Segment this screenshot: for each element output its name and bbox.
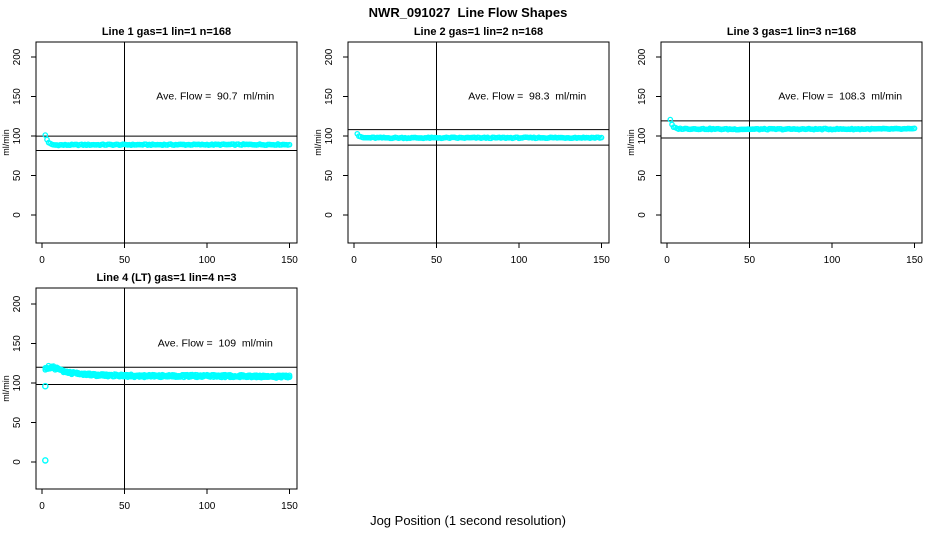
y-axis-label: ml/min	[1, 129, 11, 156]
data-points	[667, 116, 918, 133]
panel-box	[347, 41, 610, 244]
panel: 0 50 100 150 0 50 100 150 200 ml/min Line 2 gas=1 …	[313, 26, 610, 266]
avg-flow-annotation: Ave. Flow = 90.7 ml/min	[156, 91, 274, 103]
panel-title: Line 3 gas=1 lin=3 n=168	[727, 26, 856, 38]
panel-box	[35, 287, 298, 490]
y-tick-label: 200	[637, 48, 648, 65]
data-point	[911, 125, 918, 132]
y-axis-label: ml/min	[626, 129, 636, 156]
x-tick-label: 0	[39, 501, 45, 512]
y-tick-label: 0	[12, 459, 23, 465]
avg-flow-annotation: Ave. Flow = 109 ml/min	[158, 338, 273, 350]
y-tick-label: 200	[12, 48, 23, 65]
panel: 0 50 100 150 0 50 100 150 200 ml/min Line 4 (LT) g…	[1, 272, 298, 512]
avg-flow-annotation: Ave. Flow = 98.3 ml/min	[468, 91, 586, 103]
y-axis-label: ml/min	[313, 129, 323, 156]
x-axis-label: Jog Position (1 second resolution)	[370, 513, 566, 528]
y-tick-label: 100	[12, 374, 23, 391]
data-point	[286, 141, 293, 148]
x-tick-label: 150	[906, 255, 923, 266]
outlier-point	[42, 382, 49, 390]
avg-flow-annotation: Ave. Flow = 108.3 ml/min	[778, 91, 902, 103]
panel-title: Line 1 gas=1 lin=1 n=168	[102, 26, 231, 38]
x-tick-label: 100	[199, 501, 216, 512]
data-points	[354, 130, 605, 142]
panel-title: Line 2 gas=1 lin=2 n=168	[414, 26, 543, 38]
data-points	[42, 132, 293, 149]
data-point	[667, 116, 674, 123]
y-tick-label: 150	[12, 88, 23, 105]
outlier-point	[42, 457, 49, 464]
x-tick-label: 100	[199, 255, 216, 266]
x-tick-label: 50	[744, 255, 756, 266]
panel-title: Line 4 (LT) gas=1 lin=4 n=3	[96, 272, 236, 284]
x-tick-label: 100	[824, 255, 841, 266]
data-point	[286, 374, 293, 381]
x-tick-label: 50	[431, 255, 443, 266]
y-tick-label: 200	[12, 295, 23, 312]
y-tick-label: 0	[637, 212, 648, 218]
y-tick-label: 100	[12, 127, 23, 144]
x-tick-label: 0	[39, 255, 45, 266]
x-tick-label: 150	[281, 255, 298, 266]
x-tick-label: 0	[664, 255, 670, 266]
y-tick-label: 150	[637, 88, 648, 105]
panel-box	[660, 41, 923, 244]
y-tick-label: 100	[324, 127, 335, 144]
y-tick-label: 150	[12, 335, 23, 352]
y-tick-label: 50	[12, 417, 23, 429]
y-tick-label: 50	[637, 170, 648, 182]
x-tick-label: 100	[511, 255, 528, 266]
y-tick-label: 0	[12, 212, 23, 218]
x-tick-label: 150	[593, 255, 610, 266]
data-points	[42, 362, 293, 381]
x-tick-label: 50	[119, 501, 131, 512]
y-tick-label: 0	[324, 212, 335, 218]
y-tick-label: 50	[12, 170, 23, 182]
chart-title: NWR_091027 Line Flow Shapes	[368, 5, 568, 20]
panel: 0 50 100 150 0 50 100 150 200 ml/min Line 1 gas=1 …	[1, 26, 298, 266]
y-axis-label: ml/min	[1, 375, 11, 402]
y-tick-label: 100	[637, 127, 648, 144]
panel-box	[35, 41, 298, 244]
x-tick-label: 50	[119, 255, 131, 266]
y-tick-label: 50	[324, 170, 335, 182]
x-tick-label: 0	[351, 255, 357, 266]
panel: 0 50 100 150 0 50 100 150 200 ml/min Line 3 gas=1 …	[626, 26, 923, 266]
data-point	[598, 134, 605, 141]
x-tick-label: 150	[281, 501, 298, 512]
y-tick-label: 200	[324, 48, 335, 65]
y-tick-label: 150	[324, 88, 335, 105]
data-point	[42, 132, 49, 138]
